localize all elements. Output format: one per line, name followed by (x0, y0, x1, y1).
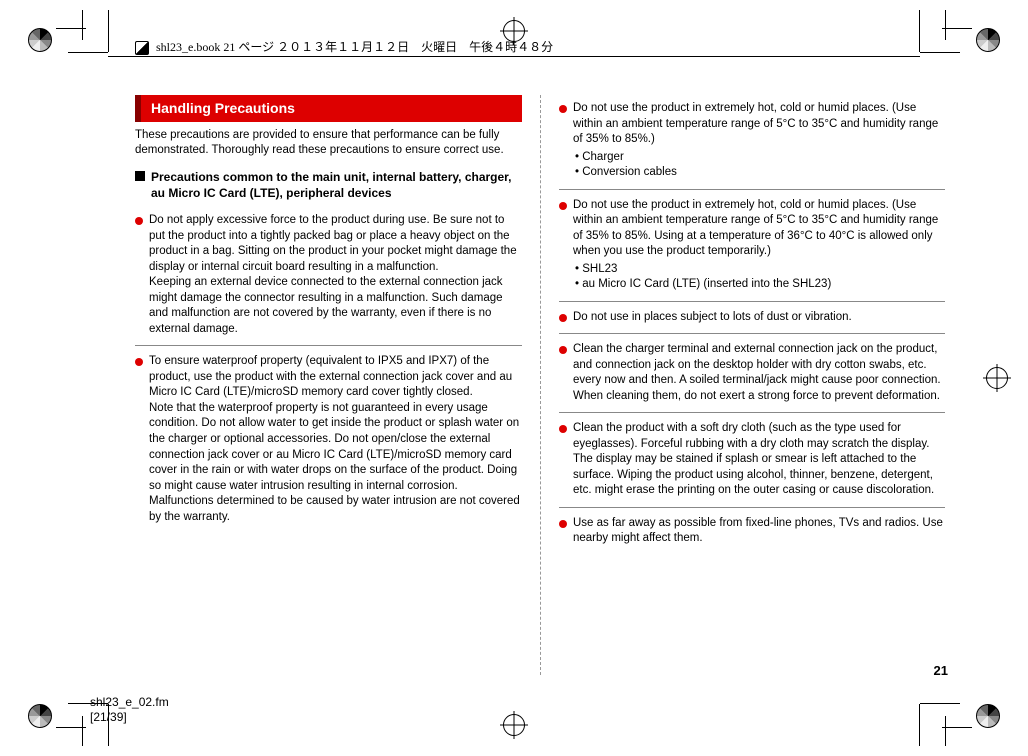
intro-text: These precautions are provided to ensure… (135, 128, 522, 159)
bullet-item: Clean the charger terminal and external … (559, 336, 945, 413)
crop-line (56, 28, 86, 29)
bullet-item: Clean the product with a soft dry cloth … (559, 415, 945, 508)
bullet-text: To ensure waterproof property (equivalen… (149, 354, 522, 525)
color-target-tl (28, 28, 52, 52)
bullet-dot-icon (559, 105, 567, 113)
sub-list: ChargerConversion cables (573, 150, 945, 181)
bullet-item: Do not apply excessive force to the prod… (135, 207, 522, 346)
crop-line (920, 52, 960, 53)
crop-line (108, 10, 109, 52)
bullet-dot-icon (559, 314, 567, 322)
bullet-item: To ensure waterproof property (equivalen… (135, 348, 522, 533)
registration-mark-bottom (503, 714, 525, 736)
crop-line (68, 52, 108, 53)
footer: shl23_e_02.fm [21/39] (90, 695, 169, 726)
footer-page-range: [21/39] (90, 710, 169, 726)
color-target-tr (976, 28, 1000, 52)
bullet-dot-icon (135, 358, 143, 366)
sub-list-item: au Micro IC Card (LTE) (inserted into th… (573, 277, 945, 293)
right-bullet-list: Do not use the product in extremely hot,… (559, 95, 945, 555)
crop-line (945, 10, 946, 40)
crop-line (920, 703, 960, 704)
crop-line (919, 704, 920, 746)
crop-line (942, 727, 972, 728)
sub-list-item: Conversion cables (573, 165, 945, 181)
bullet-text: Clean the product with a soft dry cloth … (573, 421, 945, 499)
bullet-dot-icon (559, 425, 567, 433)
right-column: Do not use the product in extremely hot,… (540, 95, 945, 675)
page-number: 21 (934, 663, 948, 678)
crop-line (56, 727, 86, 728)
bullet-dot-icon (135, 217, 143, 225)
bullet-item: Do not use the product in extremely hot,… (559, 192, 945, 302)
sub-list-item: SHL23 (573, 262, 945, 278)
section-heading: Handling Precautions (135, 95, 522, 122)
crop-line (945, 716, 946, 746)
sub-list-item: Charger (573, 150, 945, 166)
crop-line (919, 10, 920, 52)
bullet-item: Do not use in places subject to lots of … (559, 304, 945, 335)
registration-mark-right (986, 367, 1008, 389)
crop-line (82, 716, 83, 746)
footer-filename: shl23_e_02.fm (90, 695, 169, 711)
crop-line (942, 28, 972, 29)
header-text: shl23_e.book 21 ページ ２０１３年１１月１２日 火曜日 午後４時… (156, 40, 553, 54)
bullet-dot-icon (559, 520, 567, 528)
bullet-item: Use as far away as possible from fixed-l… (559, 510, 945, 555)
crop-line (82, 10, 83, 40)
bullet-text: Do not apply excessive force to the prod… (149, 213, 522, 337)
header-rule (108, 56, 920, 57)
bullet-text: Clean the charger terminal and external … (573, 342, 945, 404)
bullet-text: Do not use the product in extremely hot,… (573, 101, 945, 181)
bullet-dot-icon (559, 202, 567, 210)
bullet-item: Do not use the product in extremely hot,… (559, 95, 945, 190)
left-column: Handling Precautions These precautions a… (135, 95, 540, 675)
bullet-text: Do not use the product in extremely hot,… (573, 198, 945, 293)
color-target-br (976, 704, 1000, 728)
content-area: Handling Precautions These precautions a… (135, 95, 945, 675)
sub-heading-text: Precautions common to the main unit, int… (151, 169, 522, 201)
left-bullet-list: Do not apply excessive force to the prod… (135, 207, 522, 533)
page-header: shl23_e.book 21 ページ ２０１３年１１月１２日 火曜日 午後４時… (135, 38, 553, 55)
bullet-dot-icon (559, 346, 567, 354)
square-bullet-icon (135, 171, 145, 181)
sub-list: SHL23au Micro IC Card (LTE) (inserted in… (573, 262, 945, 293)
sub-heading: Precautions common to the main unit, int… (135, 169, 522, 201)
color-target-bl (28, 704, 52, 728)
bullet-text: Do not use in places subject to lots of … (573, 310, 945, 326)
bullet-text: Use as far away as possible from fixed-l… (573, 516, 945, 547)
